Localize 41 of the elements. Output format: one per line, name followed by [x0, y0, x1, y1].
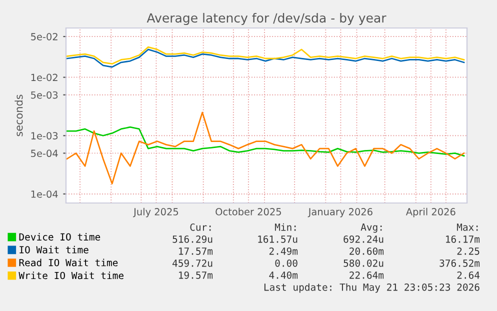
text: Cur:	[190, 223, 211, 231]
y-tick-label: 1e-04	[31, 190, 58, 198]
text: 20.60m	[350, 247, 384, 255]
text: 2.64	[457, 271, 480, 279]
text: 16.17m	[446, 235, 480, 243]
text: 4.40m	[269, 271, 298, 279]
text: 2.25	[457, 247, 480, 255]
x-tick-label: July 2025	[133, 208, 178, 218]
line-series	[66, 46, 465, 65]
text: 161.57u	[258, 235, 298, 243]
text: 580.02u	[344, 259, 384, 267]
y-tick-label: 5e-02	[31, 33, 58, 40]
line-series	[66, 126, 465, 157]
text: 459.72u	[172, 259, 212, 267]
y-tick-label: 1e-03	[31, 132, 58, 140]
y-axis-title: seconds	[14, 94, 23, 136]
text: 376.52m	[440, 259, 480, 267]
text: Max:	[456, 224, 478, 231]
text: 2.49m	[269, 247, 298, 255]
y-tick-label: 5e-03	[31, 91, 58, 99]
text: Min:	[274, 223, 296, 231]
text: 19.57m	[179, 271, 213, 279]
text: 17.57m	[179, 248, 213, 255]
chart-title: Average latency for /dev/sda - by year	[146, 12, 386, 26]
legend-label: Read IO Wait time	[19, 258, 118, 266]
text: 692.24u	[344, 235, 384, 243]
line-series	[66, 112, 465, 184]
x-tick-label: January 2026	[308, 208, 372, 218]
legend-label: Device IO time	[19, 233, 100, 241]
legend-label: Write IO Wait time	[18, 272, 124, 280]
y-tick-label: 1e-02	[31, 74, 58, 82]
y-tick-label: 5e-04	[31, 150, 58, 158]
text: Avg:	[360, 224, 382, 233]
text: 0.00	[275, 259, 298, 267]
text: 516.29u	[172, 235, 212, 243]
text: Last update: Thu May 21 23:05:23 2026	[264, 283, 480, 293]
legend-label: IO Wait time	[20, 246, 88, 254]
x-tick-label: October 2025	[216, 208, 281, 216]
line-series	[66, 48, 465, 68]
x-tick-label: April 2026	[406, 208, 456, 218]
text: 22.64m	[350, 271, 384, 279]
